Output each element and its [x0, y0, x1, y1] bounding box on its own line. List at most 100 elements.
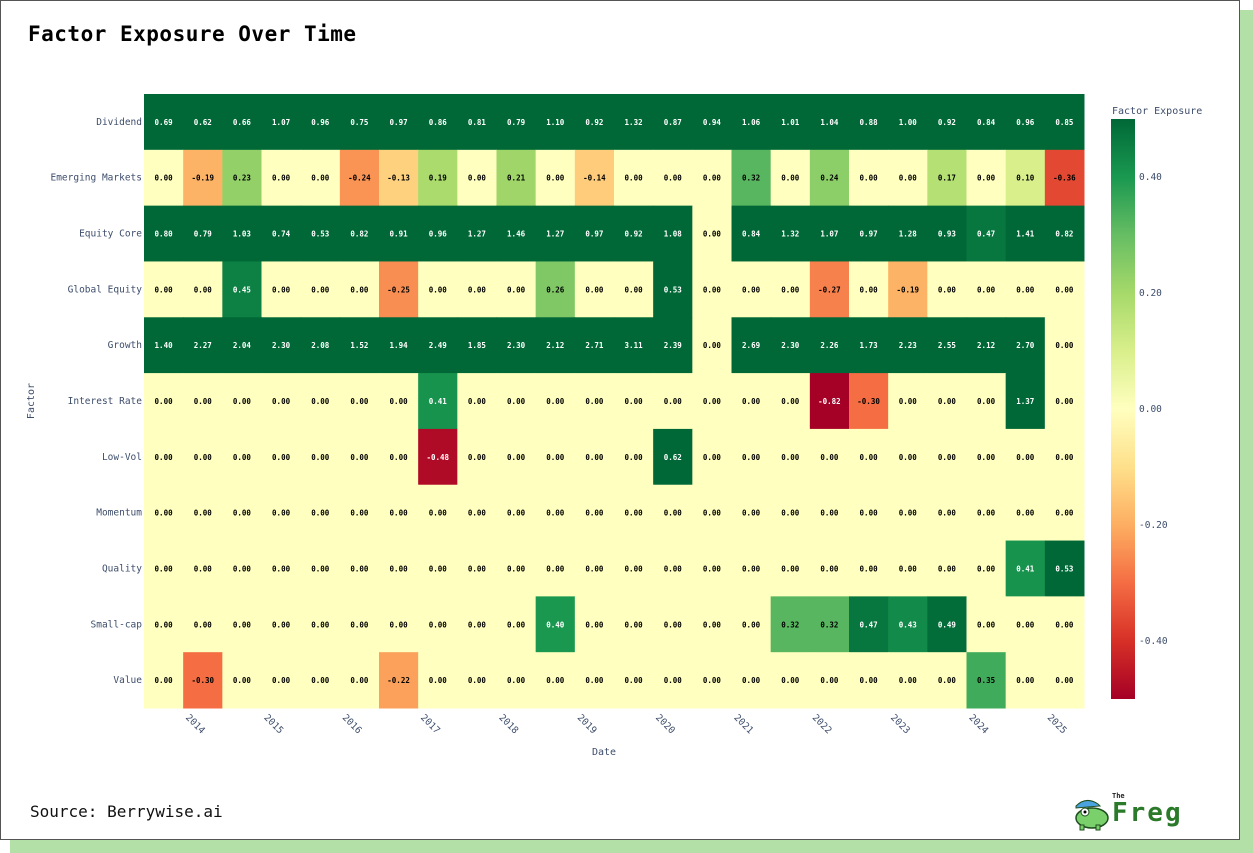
heatmap-cell	[496, 261, 537, 318]
heatmap-cell	[849, 317, 889, 374]
heatmap-cell	[653, 540, 693, 597]
heatmap-cell	[418, 94, 458, 151]
heatmap-cell	[1005, 149, 1046, 207]
heatmap-cell	[496, 652, 537, 709]
heatmap-cell	[927, 149, 967, 207]
cell-label: 0.00	[703, 285, 722, 294]
cell-label: 0.00	[272, 285, 291, 294]
cell-label: 0.00	[233, 509, 252, 518]
cell-label: 0.00	[938, 397, 957, 406]
heatmap-cell	[888, 261, 928, 318]
cell-label: 0.00	[742, 397, 761, 406]
cell-label: 0.00	[977, 174, 996, 183]
heatmap-cell	[966, 94, 1007, 151]
heatmap-cell	[731, 652, 772, 709]
heatmap-cell	[927, 652, 967, 709]
heatmap-cell	[535, 652, 576, 709]
cell-label: 0.00	[1055, 453, 1074, 462]
cell-label: 0.00	[468, 509, 487, 518]
heatmap-cell	[888, 652, 928, 709]
heatmap-cell	[339, 205, 380, 262]
cell-label: 0.00	[155, 676, 174, 685]
heatmap-cell	[1044, 428, 1085, 486]
cell-label: 0.00	[938, 285, 957, 294]
x-axis-title: Date	[592, 747, 616, 758]
heatmap-cell	[770, 484, 811, 542]
colorbar-title: Factor Exposure	[1112, 106, 1202, 117]
heatmap-cell	[261, 652, 302, 709]
heatmap-cell	[144, 261, 184, 318]
cell-label: 0.00	[1016, 676, 1035, 685]
heatmap-cell	[653, 596, 693, 653]
heatmap-cell	[496, 540, 537, 597]
cell-label: 0.00	[155, 453, 174, 462]
heatmap-cell	[222, 205, 262, 262]
cell-label: -0.24	[348, 174, 371, 183]
cell-label: 2.12	[546, 341, 564, 350]
cell-label: 0.00	[860, 285, 879, 294]
heatmap-cell	[496, 317, 537, 374]
heatmap-cell	[614, 149, 654, 207]
cell-label: 0.00	[507, 620, 526, 629]
y-tick-label: Global Equity	[68, 284, 143, 295]
cell-label: -0.14	[583, 174, 606, 183]
heatmap-cell	[1005, 596, 1046, 653]
cell-label: 0.00	[311, 676, 330, 685]
heatmap-cell	[535, 428, 576, 486]
cell-label: 0.00	[977, 620, 996, 629]
cell-label: 0.00	[860, 509, 879, 518]
cell-label: 1.07	[272, 118, 290, 127]
cell-label: 2.69	[742, 341, 761, 350]
heatmap-cell	[927, 428, 967, 486]
cell-label: 0.00	[194, 564, 213, 573]
frog-logo-icon	[1075, 800, 1109, 831]
cell-label: 0.79	[194, 230, 213, 239]
heatmap-cell	[222, 373, 262, 430]
cell-label: 1.52	[350, 341, 368, 350]
cell-label: 0.79	[507, 118, 526, 127]
logo-small-text: The	[1112, 792, 1125, 800]
heatmap-cell	[809, 94, 850, 151]
heatmap-cell	[261, 484, 302, 542]
cell-label: 1.27	[546, 230, 564, 239]
cell-label: 1.32	[625, 118, 643, 127]
heatmap-cell	[849, 94, 889, 151]
heatmap-cell	[574, 484, 615, 542]
cell-label: 0.00	[742, 620, 761, 629]
heatmap-cell	[653, 484, 693, 542]
heatmap-cell	[535, 373, 576, 430]
cell-label: 0.94	[703, 118, 722, 127]
cell-label: 0.00	[468, 285, 487, 294]
heatmap-cell	[300, 596, 341, 653]
cell-label: 0.82	[1055, 230, 1073, 239]
heatmap-cell	[261, 428, 302, 486]
cell-label: 0.00	[507, 285, 526, 294]
cell-label: 1.73	[860, 341, 879, 350]
heatmap-cell	[614, 317, 654, 374]
heatmap-cell	[888, 428, 928, 486]
heatmap-cell	[692, 205, 732, 262]
heatmap-cell	[300, 205, 341, 262]
heatmap-cell	[653, 652, 693, 709]
heatmap-cell	[849, 205, 889, 262]
cell-label: 0.00	[311, 453, 330, 462]
heatmap-cell	[966, 428, 1007, 486]
cell-label: 0.19	[429, 174, 448, 183]
cell-label: 0.00	[742, 676, 761, 685]
cell-label: 2.27	[194, 341, 212, 350]
heatmap-cell	[614, 652, 654, 709]
cell-label: 1.04	[820, 118, 839, 127]
heatmap-cell	[731, 428, 772, 486]
heatmap-cell	[927, 596, 967, 653]
heatmap-cell	[888, 94, 928, 151]
heatmap-cell	[1005, 205, 1046, 262]
heatmap-cell	[1044, 652, 1085, 709]
heatmap-cell	[144, 596, 184, 653]
colorbar-tick-label: 0.20	[1139, 288, 1162, 299]
cell-label: 0.00	[507, 564, 526, 573]
cell-label: 0.00	[703, 230, 722, 239]
cell-label: -0.36	[1053, 174, 1076, 183]
cell-label: 0.00	[860, 564, 879, 573]
cell-label: 0.00	[977, 509, 996, 518]
y-tick-label: Low-Vol	[102, 452, 142, 463]
